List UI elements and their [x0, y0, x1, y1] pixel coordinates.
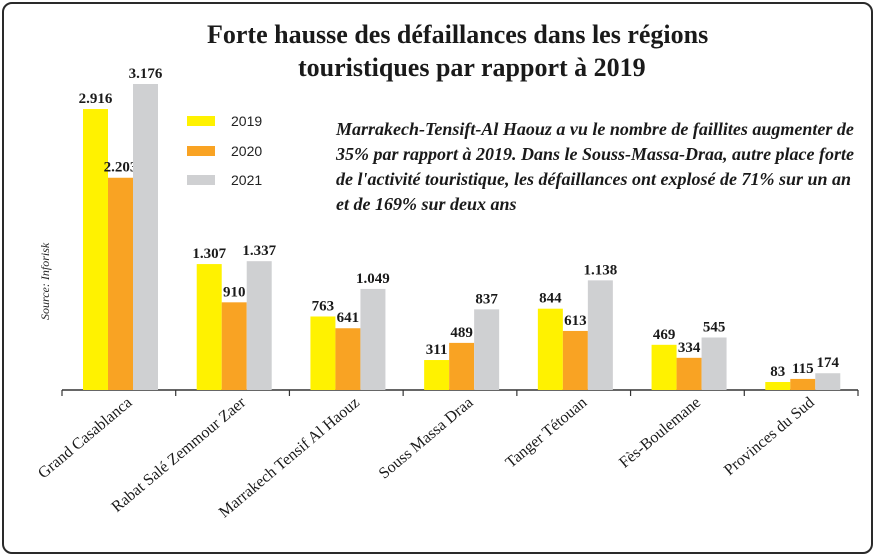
legend-label-2019: 2019 — [231, 113, 262, 129]
data-label: 3.176 — [129, 66, 163, 82]
bar-2021 — [587, 280, 613, 390]
data-label: 83 — [770, 364, 785, 380]
bar-2020 — [335, 328, 361, 390]
chart-title-line-1: Forte hausse des défaillances dans les r… — [207, 20, 709, 49]
chart-annotation: Marrakech-Tensift-Al Haouz a vu le nombr… — [336, 119, 855, 214]
data-label: 545 — [703, 319, 726, 335]
bar-2021 — [474, 309, 500, 390]
data-label: 2.916 — [79, 91, 113, 107]
data-label: 115 — [792, 361, 814, 377]
legend-swatch-2021 — [187, 175, 215, 185]
data-label: 910 — [223, 284, 246, 300]
bar-2019 — [537, 308, 563, 390]
category-label: Grand Casablanca — [35, 394, 135, 482]
data-label: 844 — [539, 291, 562, 307]
bar-2019 — [651, 344, 677, 390]
data-label: 174 — [817, 355, 840, 371]
bar-2021 — [133, 84, 158, 390]
bar-2021 — [815, 373, 841, 390]
category-label: Tanger Tétouan — [503, 394, 591, 472]
bar-2020 — [790, 378, 816, 390]
bar-2019 — [196, 264, 222, 390]
bar-2020 — [676, 357, 702, 390]
data-label: 1.138 — [583, 262, 617, 278]
data-label: 469 — [653, 327, 676, 343]
bar-2020 — [108, 177, 133, 390]
bar-2020 — [562, 330, 588, 390]
bar-2019 — [310, 316, 336, 390]
legend-swatch-2020 — [187, 146, 215, 156]
data-label: 334 — [678, 340, 701, 356]
bar-2021 — [360, 288, 386, 390]
data-label: 1.049 — [356, 271, 390, 287]
data-label: 763 — [312, 298, 335, 314]
legend-label-2020: 2020 — [231, 143, 262, 159]
bar-2021 — [701, 337, 727, 390]
bar-2019 — [83, 109, 108, 390]
bar-2020 — [221, 302, 247, 390]
category-label: Fès-Boulemane — [616, 394, 704, 472]
data-label: 489 — [450, 325, 473, 341]
bar-2020 — [449, 342, 475, 390]
data-label: 641 — [337, 310, 360, 326]
category-label: Provinces du Sud — [721, 394, 818, 479]
data-label: 311 — [426, 342, 448, 358]
data-label: 1.307 — [192, 246, 226, 262]
data-label: 837 — [475, 291, 498, 307]
bar-2019 — [424, 360, 450, 390]
bar-2019 — [765, 382, 791, 390]
data-label: 2.203 — [104, 160, 138, 176]
category-label: Souss Massa Draa — [376, 394, 477, 482]
legend-label-2021: 2021 — [231, 172, 262, 188]
data-label: 1.337 — [242, 243, 276, 259]
chart-title-line-2: touristiques par rapport à 2019 — [298, 53, 646, 82]
bar-2021 — [246, 261, 272, 390]
legend-swatch-2019 — [187, 116, 215, 126]
data-label: 613 — [564, 313, 587, 329]
